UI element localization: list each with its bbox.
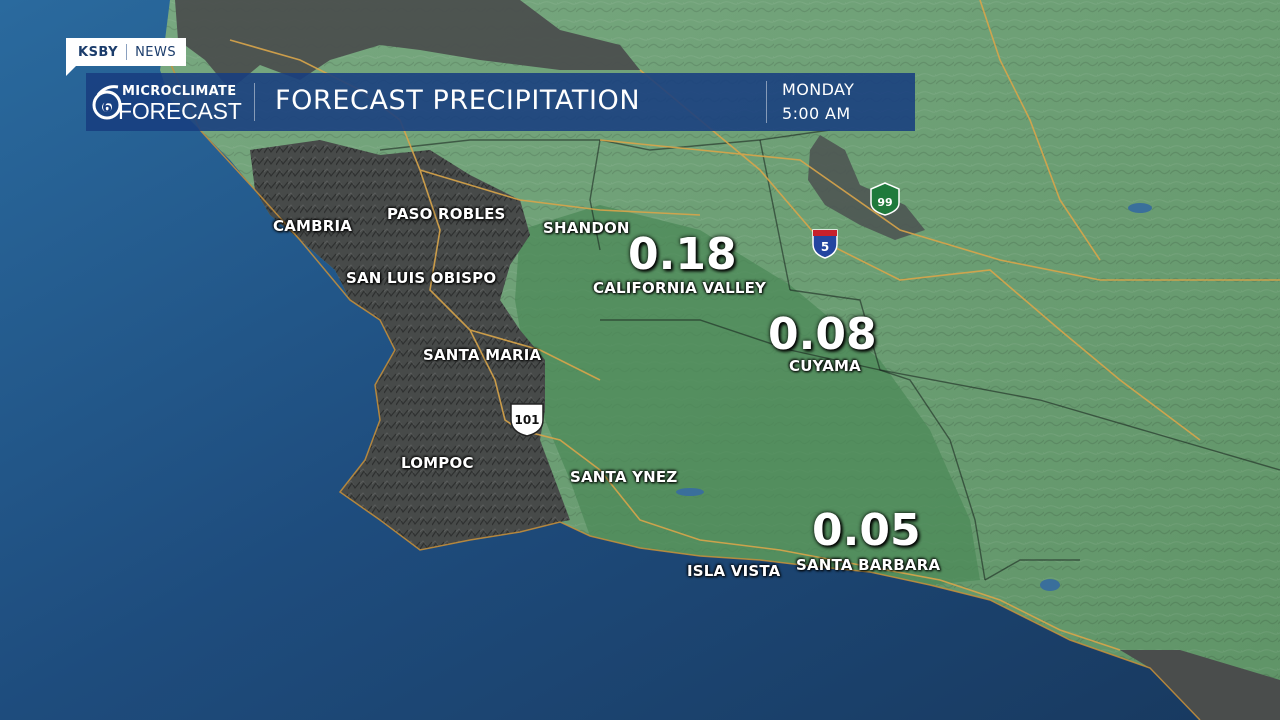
precip-value-cuyama: 0.08: [768, 309, 877, 360]
city-label-san-luis-obispo: SAN LUIS OBISPO: [346, 269, 497, 287]
coastline: [159, 39, 1201, 720]
rain-shade-zone: [515, 205, 980, 585]
precip-value-california-valley: 0.18: [628, 229, 737, 280]
county-lines: [379, 129, 1280, 581]
logo-top-text: MICROCLIMATE: [122, 84, 237, 99]
time-divider: [766, 81, 767, 123]
city-label-cambria: CAMBRIA: [273, 217, 353, 235]
lake: [1128, 203, 1152, 213]
svg-text:6: 6: [102, 100, 112, 116]
city-label-shandon: SHANDON: [543, 219, 630, 237]
page-title: FORECAST PRECIPITATION: [275, 85, 641, 116]
city-label-california-valley: CALIFORNIA VALLEY: [593, 279, 767, 297]
svg-text:99: 99: [877, 196, 892, 209]
city-label-isla-vista: ISLA VISTA: [687, 562, 781, 580]
ca-99-shield: 99: [870, 182, 900, 216]
microclimate-logo: 6 MICROCLIMATE FORECAST: [92, 79, 262, 125]
north-dry-zone: [175, 0, 640, 90]
tulare-basin: [808, 135, 925, 240]
logo-bottom-text: FORECAST: [118, 98, 242, 124]
city-label-santa-barbara: SANTA BARBARA: [796, 556, 941, 574]
city-label-santa-maria: SANTA MARIA: [423, 346, 542, 364]
station-callsign: KSBY: [78, 44, 119, 60]
forecast-time: 5:00 AM: [782, 104, 851, 123]
lake: [676, 488, 704, 496]
forecast-title-bar: 6 MICROCLIMATE FORECAST FORECAST PRECIPI…: [86, 73, 915, 131]
city-label-santa-ynez: SANTA YNEZ: [570, 468, 678, 486]
southeast-dry-zone: [1120, 650, 1280, 720]
forecast-day: MONDAY: [782, 80, 855, 99]
lake: [1040, 579, 1060, 591]
station-tag-divider: [126, 44, 128, 60]
svg-text:101: 101: [514, 413, 539, 427]
precip-value-santa-barbara: 0.05: [812, 505, 921, 556]
title-divider: [254, 83, 255, 121]
channel-6-icon: 6: [92, 85, 122, 120]
i-5-shield: 5: [812, 229, 838, 259]
station-tag: KSBY NEWS: [66, 38, 187, 66]
city-label-cuyama: CUYAMA: [789, 357, 861, 375]
station-tag-pointer: [66, 66, 76, 76]
svg-text:5: 5: [821, 240, 829, 254]
city-label-paso-robles: PASO ROBLES: [387, 205, 506, 223]
us-101-shield: 101: [510, 403, 544, 437]
station-section: NEWS: [135, 44, 177, 60]
city-label-lompoc: LOMPOC: [401, 454, 474, 472]
